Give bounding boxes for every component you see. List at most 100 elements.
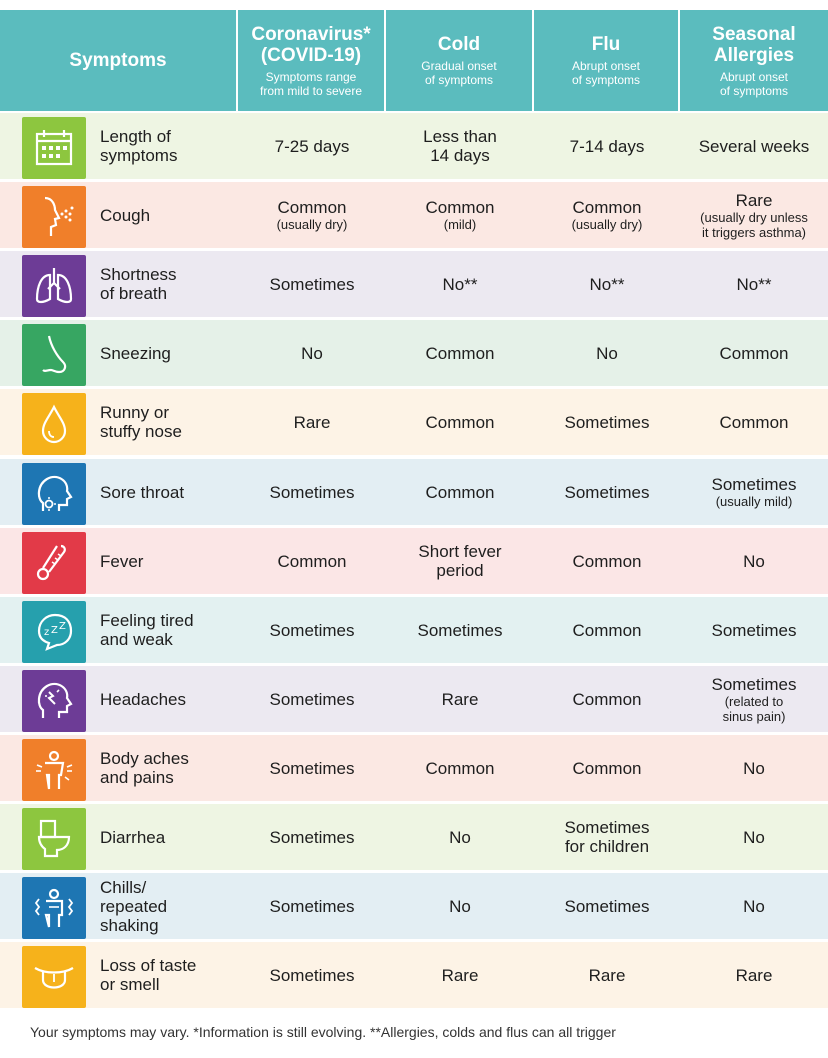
cell-value: No (743, 827, 765, 847)
cell-value: No (596, 343, 618, 363)
symptom-label-line: Body aches (100, 749, 189, 768)
header-cold-sub1: Gradual onset (421, 59, 497, 73)
cell-value: Sometimes (269, 827, 355, 847)
cell-value: Several weeks (698, 136, 810, 156)
cell-value: No (449, 827, 471, 847)
calendar-icon (22, 117, 86, 179)
tongue-icon (22, 946, 86, 1008)
footnote: Your symptoms may vary. *Information is … (30, 1024, 616, 1040)
body-aches-icon (22, 739, 86, 801)
header-allergies: Seasonal Allergies Abrupt onset of sympt… (680, 10, 828, 111)
symptom-label-line: symptoms (100, 146, 178, 165)
cell-value: Sometimes (269, 274, 355, 294)
symptom-label: Length of symptoms (100, 113, 240, 179)
cell-value: Common (572, 198, 642, 217)
table-row: Runny or stuffy nose Rare Common Sometimes Co… (0, 389, 828, 455)
cell-value: Sometimes (564, 896, 650, 916)
table-cell: Sometimes (680, 597, 828, 663)
table-cell: No** (680, 251, 828, 317)
cell-value: No** (589, 274, 625, 294)
cell-value: Common (425, 198, 495, 217)
cell-value: No** (736, 274, 772, 294)
cell-value: Common (572, 620, 642, 640)
cell-value: Sometimes (417, 620, 503, 640)
table-cell: Sometimes (related to sinus pain) (680, 666, 828, 732)
table-row: Sore throat Sometimes Common Sometimes Somet… (0, 459, 828, 525)
table-cell: Common (680, 320, 828, 386)
toilet-icon (22, 808, 86, 870)
cell-value: 7-25 days (274, 136, 350, 156)
cell-value: Sometimes (269, 620, 355, 640)
table-cell: No (680, 735, 828, 801)
table-cell: Several weeks (680, 113, 828, 179)
table-cell: Common (534, 597, 680, 663)
table-cell: Common (534, 528, 680, 594)
table-cell: Sometimes (534, 459, 680, 525)
cell-value: Common (719, 343, 789, 363)
svg-text:z: z (44, 627, 49, 638)
nose-icon (22, 324, 86, 386)
lungs-icon (22, 255, 86, 317)
symptom-label-line: stuffy nose (100, 422, 182, 441)
table-row: Fever Common Short fever period Common No (0, 528, 828, 594)
table-row: Body aches and pains Sometimes Common Common… (0, 735, 828, 801)
header-flu-sub2: of symptoms (571, 73, 640, 87)
table-cell: Sometimes (386, 597, 534, 663)
cell-note: (usually mild) (715, 494, 793, 509)
cell-value: Rare (293, 412, 331, 432)
table-cell: Common (534, 735, 680, 801)
cell-note: (usually dry) (571, 217, 643, 232)
cell-note: (related to (724, 693, 784, 709)
table-cell: Common (534, 666, 680, 732)
table-cell: No** (534, 251, 680, 317)
table-cell: No (680, 873, 828, 939)
symptom-label-line: Diarrhea (100, 827, 166, 847)
table-cell: 7-25 days (238, 113, 386, 179)
table-row: Length of symptoms 7-25 days Less than 14 da… (0, 113, 828, 179)
header-cold-sub2: of symptoms (424, 73, 493, 87)
symptom-label-line: Chills/ (100, 877, 147, 897)
table-row: Sneezing No Common No Common (0, 320, 828, 386)
cell-value: Sometimes (269, 965, 355, 985)
cell-value: 14 days (430, 146, 490, 165)
symptom-label: Sore throat (100, 459, 240, 525)
symptom-label: Cough (100, 182, 240, 248)
cell-value: Sometimes (564, 818, 650, 837)
cell-value: Sometimes (711, 620, 797, 640)
cell-note: sinus pain) (722, 708, 786, 724)
symptom-label: Sneezing (100, 320, 240, 386)
table-cell: Sometimes (238, 804, 386, 870)
cell-value: Sometimes (269, 689, 355, 709)
table-cell: No (680, 804, 828, 870)
symptom-label-line: shaking (100, 915, 159, 935)
cell-value: Common (719, 412, 789, 432)
symptom-label: Body aches and pains (100, 735, 240, 801)
table-cell: Sometimes (238, 735, 386, 801)
cell-value: No (743, 896, 765, 916)
header-allergies-sub2: of symptoms (719, 83, 788, 98)
header-allergies-title2: Allergies (713, 44, 795, 66)
cell-value: No (301, 343, 323, 363)
header-flu-sub1: Abrupt onset (571, 59, 641, 73)
table-cell: Common (386, 320, 534, 386)
symptom-label-line: repeated (100, 896, 168, 916)
symptom-label: Fever (100, 528, 240, 594)
header-covid: Coronavirus* (COVID-19) Symptoms range f… (238, 10, 386, 111)
shaking-icon (22, 877, 86, 939)
cell-note: (usually dry unless (700, 209, 808, 225)
table-cell: Sometimes (534, 873, 680, 939)
header-allergies-title: Seasonal (712, 23, 796, 45)
symptom-label-line: Shortness (100, 265, 177, 284)
cell-value: Rare (588, 965, 626, 985)
table-cell: Sometimes (238, 942, 386, 1008)
header-covid-title: Coronavirus* (251, 23, 371, 45)
cell-value: Common (425, 343, 495, 363)
symptom-label: Headaches (100, 666, 240, 732)
cell-value: Rare (735, 965, 773, 985)
symptom-label-line: Cough (100, 205, 151, 225)
cell-value: Common (425, 482, 495, 502)
cell-value: No (743, 758, 765, 778)
symptom-label: Feeling tired and weak (100, 597, 240, 663)
table-cell: 7-14 days (534, 113, 680, 179)
table-row: Loss of taste or smell Sometimes Rare Rare Ra… (0, 942, 828, 1008)
